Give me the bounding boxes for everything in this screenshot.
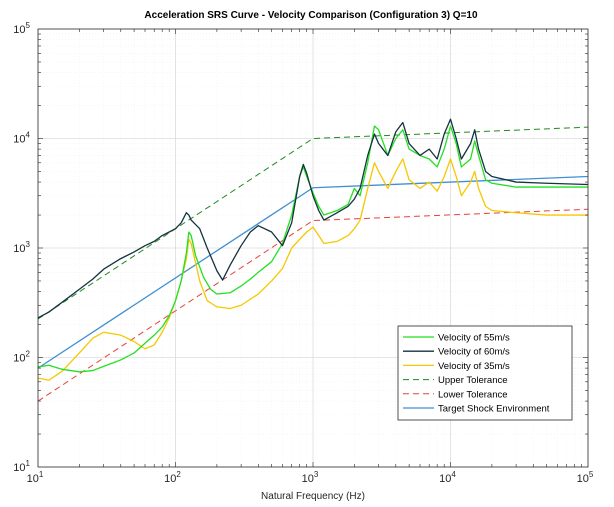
x-tick-label: 103 bbox=[302, 470, 319, 485]
legend-label-velocity-of-60m-s: Velocity of 60m/s bbox=[438, 347, 510, 358]
series-line-lower-tolerance bbox=[38, 208, 588, 402]
legend: Velocity of 55m/s Velocity of 60m/s Veloci… bbox=[397, 325, 573, 421]
legend-label-velocity-of-35m-s: Velocity of 35m/s bbox=[438, 361, 510, 372]
series-line-target-shock-environment bbox=[38, 175, 588, 369]
y-tick-exp: 4 bbox=[26, 131, 31, 140]
legend-label-target-shock-environment: Target Shock Environment bbox=[438, 404, 550, 415]
legend-label-velocity-of-55m-s: Velocity of 55m/s bbox=[438, 333, 510, 344]
x-tick-base: 10 bbox=[164, 473, 176, 485]
series-line-velocity-of-60m-s bbox=[38, 118, 588, 319]
x-tick-base: 10 bbox=[302, 473, 314, 485]
x-tick-exp: 3 bbox=[314, 470, 319, 479]
grid bbox=[38, 29, 588, 467]
legend-label-upper-tolerance: Upper Tolerance bbox=[438, 375, 508, 386]
y-tick-exp: 5 bbox=[26, 21, 31, 30]
x-tick-label: 104 bbox=[439, 470, 456, 485]
y-tick-label: 101 bbox=[13, 459, 30, 474]
y-tick-exp: 3 bbox=[26, 240, 31, 249]
x-tick-base: 10 bbox=[577, 473, 589, 485]
y-tick-label: 105 bbox=[13, 21, 30, 36]
y-tick-base: 10 bbox=[13, 243, 25, 255]
y-tick-base: 10 bbox=[13, 353, 25, 365]
y-tick-label: 104 bbox=[13, 131, 30, 146]
y-tick-label: 103 bbox=[13, 240, 30, 255]
x-axis-label: Natural Frequency (Hz) bbox=[261, 491, 365, 502]
x-tick-label: 101 bbox=[27, 470, 44, 485]
series-group bbox=[38, 118, 588, 402]
x-tick-exp: 2 bbox=[176, 470, 181, 479]
y-tick-base: 10 bbox=[13, 24, 25, 36]
ticks bbox=[38, 29, 588, 467]
series-line-velocity-of-35m-s bbox=[38, 158, 588, 381]
y-tick-label: 102 bbox=[13, 350, 30, 365]
y-tick-exp: 1 bbox=[26, 459, 31, 468]
x-tick-exp: 5 bbox=[589, 470, 594, 479]
x-tick-exp: 1 bbox=[39, 470, 44, 479]
x-tick-base: 10 bbox=[27, 473, 39, 485]
series-line-velocity-of-55m-s bbox=[38, 125, 588, 373]
x-tick-label: 102 bbox=[164, 470, 181, 485]
x-tick-labels: 101 102 103 104 105 bbox=[27, 470, 594, 485]
x-tick-base: 10 bbox=[439, 473, 451, 485]
y-tick-base: 10 bbox=[13, 462, 25, 474]
legend-box bbox=[397, 325, 573, 421]
legend-label-lower-tolerance: Lower Tolerance bbox=[438, 389, 508, 400]
y-tick-base: 10 bbox=[13, 134, 25, 146]
y-tick-exp: 2 bbox=[26, 350, 31, 359]
x-tick-exp: 4 bbox=[451, 470, 456, 479]
chart-title: Acceleration SRS Curve - Velocity Compar… bbox=[144, 10, 478, 21]
x-tick-label: 105 bbox=[577, 470, 594, 485]
series-line-upper-tolerance bbox=[38, 126, 588, 320]
